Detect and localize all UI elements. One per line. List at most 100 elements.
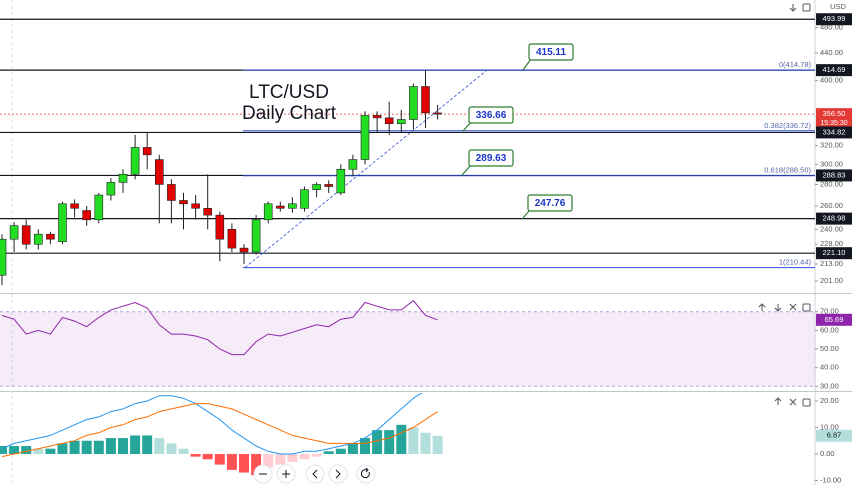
icon-maximize[interactable] bbox=[802, 398, 811, 407]
candle-body bbox=[33, 233, 43, 245]
scroll-left-button[interactable] bbox=[305, 464, 325, 484]
histogram-bar bbox=[93, 440, 104, 454]
callout-pointer bbox=[521, 209, 531, 220]
candle-body bbox=[9, 225, 19, 240]
rsi-band bbox=[0, 311, 815, 387]
price-marker bbox=[816, 247, 852, 260]
candle-body bbox=[94, 194, 104, 221]
y-tick-label: 300.00 bbox=[820, 159, 843, 168]
candle-body bbox=[384, 117, 394, 124]
y-tick-label: 240.00 bbox=[820, 224, 843, 233]
y-tick-label: 60.00 bbox=[820, 325, 839, 334]
candle-body bbox=[142, 147, 152, 156]
price-marker bbox=[816, 108, 852, 130]
reset-button[interactable] bbox=[356, 464, 376, 484]
histogram-bar bbox=[420, 432, 431, 454]
y-tick-label: 213.00 bbox=[820, 259, 843, 268]
callout-pointer bbox=[522, 58, 532, 71]
histogram-bar bbox=[166, 443, 177, 454]
price-marker bbox=[816, 212, 852, 225]
candle-body bbox=[396, 119, 406, 124]
histogram-bar bbox=[118, 438, 128, 454]
candle-body bbox=[421, 86, 430, 114]
toolbar[interactable] bbox=[253, 464, 376, 484]
candle-body bbox=[348, 159, 358, 170]
value-marker-label: 6.87 bbox=[827, 431, 842, 440]
histogram-bar bbox=[105, 438, 116, 454]
icon-maximize[interactable] bbox=[802, 303, 811, 312]
candle-body bbox=[58, 203, 67, 243]
candle-body bbox=[336, 168, 346, 194]
histogram-bar bbox=[57, 443, 68, 454]
callout-box bbox=[527, 194, 573, 212]
candle-body bbox=[106, 182, 116, 196]
price-marker-label: 221.10 bbox=[823, 248, 846, 257]
candle-body bbox=[179, 200, 188, 205]
histogram-bar bbox=[45, 448, 56, 454]
candle-body bbox=[227, 229, 237, 249]
icon-maximize[interactable] bbox=[802, 3, 811, 12]
candle-body bbox=[21, 225, 31, 245]
price-marker bbox=[816, 13, 852, 26]
price-marker bbox=[816, 64, 852, 77]
candle-body bbox=[288, 203, 297, 209]
value-marker bbox=[816, 429, 852, 442]
histogram-bar bbox=[360, 438, 370, 454]
y-tick-label: 40.00 bbox=[820, 363, 839, 372]
y-tick-label: 201.00 bbox=[820, 276, 843, 285]
histogram-bar bbox=[33, 448, 44, 454]
histogram-bar bbox=[299, 453, 310, 460]
candle-body bbox=[191, 203, 200, 209]
histogram-bar bbox=[239, 453, 249, 473]
candle-body bbox=[372, 115, 382, 119]
histogram-bar bbox=[287, 453, 298, 462]
histogram-bar bbox=[335, 448, 346, 454]
price-marker-label: 248.98 bbox=[823, 214, 846, 223]
price-marker-label: 356.50 bbox=[823, 109, 846, 118]
scroll-right-button[interactable] bbox=[328, 464, 348, 484]
candle-body bbox=[433, 112, 442, 115]
y-tick-label: 70.00 bbox=[820, 307, 839, 316]
histogram-bar bbox=[251, 453, 262, 476]
candle-body bbox=[251, 219, 261, 253]
callout-box bbox=[528, 43, 574, 61]
histogram-bar bbox=[396, 424, 407, 454]
price-marker-label: 493.99 bbox=[823, 14, 846, 23]
pane-controls[interactable] bbox=[758, 3, 811, 407]
fib-label: 0.382(336.72) bbox=[764, 121, 811, 130]
icon-row[interactable] bbox=[758, 303, 797, 312]
histogram-bar bbox=[21, 446, 32, 454]
histogram-bar bbox=[432, 435, 443, 454]
y-tick-label: 30.00 bbox=[820, 381, 839, 390]
histogram-bar bbox=[81, 440, 92, 454]
callout-pointer bbox=[461, 164, 472, 176]
icon-row[interactable] bbox=[774, 397, 797, 406]
histogram-bar bbox=[323, 451, 334, 454]
y-tick-label: 280.00 bbox=[820, 179, 843, 188]
histogram-bar bbox=[214, 453, 225, 465]
histogram-bar bbox=[154, 438, 165, 454]
histogram-bar bbox=[263, 453, 274, 468]
y-tick-label: 440.00 bbox=[820, 48, 843, 57]
fib-label: 0(414.78) bbox=[779, 60, 812, 69]
histogram-bar bbox=[275, 453, 286, 465]
y-tick-label: 50.00 bbox=[820, 344, 839, 353]
callout-text: 247.76 bbox=[535, 198, 566, 209]
candle-body bbox=[215, 214, 225, 240]
icon-down[interactable] bbox=[789, 4, 797, 12]
y-tick-label: 0.00 bbox=[820, 449, 835, 458]
macd-line bbox=[1, 393, 423, 455]
histogram-bar bbox=[311, 453, 322, 457]
candle-body bbox=[312, 184, 321, 190]
y-tick-label: -10.00 bbox=[820, 475, 841, 484]
histogram-bar bbox=[202, 453, 213, 460]
candle-body bbox=[275, 205, 285, 209]
callout-box bbox=[468, 106, 514, 124]
candle-body bbox=[118, 173, 128, 183]
histogram-bar bbox=[408, 427, 419, 454]
callout-text: 415.11 bbox=[536, 47, 566, 58]
rsi-pane bbox=[0, 299, 815, 387]
fib-label: 1(210.44) bbox=[779, 258, 812, 267]
histogram-bar bbox=[9, 446, 20, 454]
